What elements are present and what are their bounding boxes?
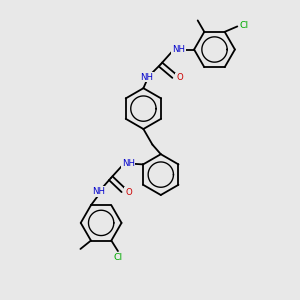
Text: O: O	[125, 188, 132, 196]
Text: NH: NH	[92, 187, 105, 196]
Text: Cl: Cl	[239, 21, 248, 30]
Text: NH: NH	[172, 45, 185, 54]
Text: Cl: Cl	[113, 253, 122, 262]
Text: NH: NH	[140, 73, 154, 82]
Text: O: O	[176, 73, 183, 82]
Text: NH: NH	[122, 159, 135, 168]
